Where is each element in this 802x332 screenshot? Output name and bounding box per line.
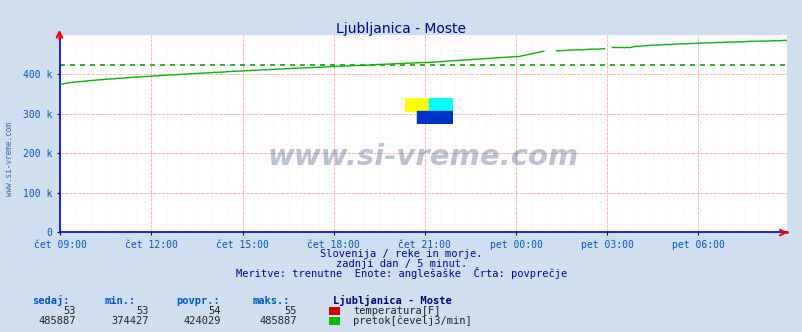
Text: sedaj:: sedaj: [32,295,70,306]
Text: zadnji dan / 5 minut.: zadnji dan / 5 minut. [335,259,467,269]
Text: 53: 53 [63,306,76,316]
Text: pretok[čevelj3/min]: pretok[čevelj3/min] [353,316,472,326]
Text: 424029: 424029 [183,316,221,326]
Text: maks.:: maks.: [253,296,290,306]
Bar [417,111,453,124]
Text: 55: 55 [284,306,297,316]
Bar [405,98,429,111]
Text: temperatura[F]: temperatura[F] [353,306,440,316]
Text: Slovenija / reke in morje.: Slovenija / reke in morje. [320,249,482,259]
Text: 54: 54 [208,306,221,316]
Text: povpr.:: povpr.: [176,296,220,306]
Text: Ljubljanica - Moste: Ljubljanica - Moste [336,22,466,36]
Text: 485887: 485887 [38,316,76,326]
Text: www.si-vreme.com: www.si-vreme.com [5,123,14,196]
Text: www.si-vreme.com: www.si-vreme.com [268,143,578,171]
Text: Meritve: trenutne  Enote: anglešaške  Črta: povprečje: Meritve: trenutne Enote: anglešaške Črta… [236,267,566,279]
Bar [429,98,453,111]
Text: 53: 53 [136,306,148,316]
Text: min.:: min.: [104,296,136,306]
Text: Ljubljanica - Moste: Ljubljanica - Moste [333,295,452,306]
Text: 485887: 485887 [259,316,297,326]
Text: 374427: 374427 [111,316,148,326]
